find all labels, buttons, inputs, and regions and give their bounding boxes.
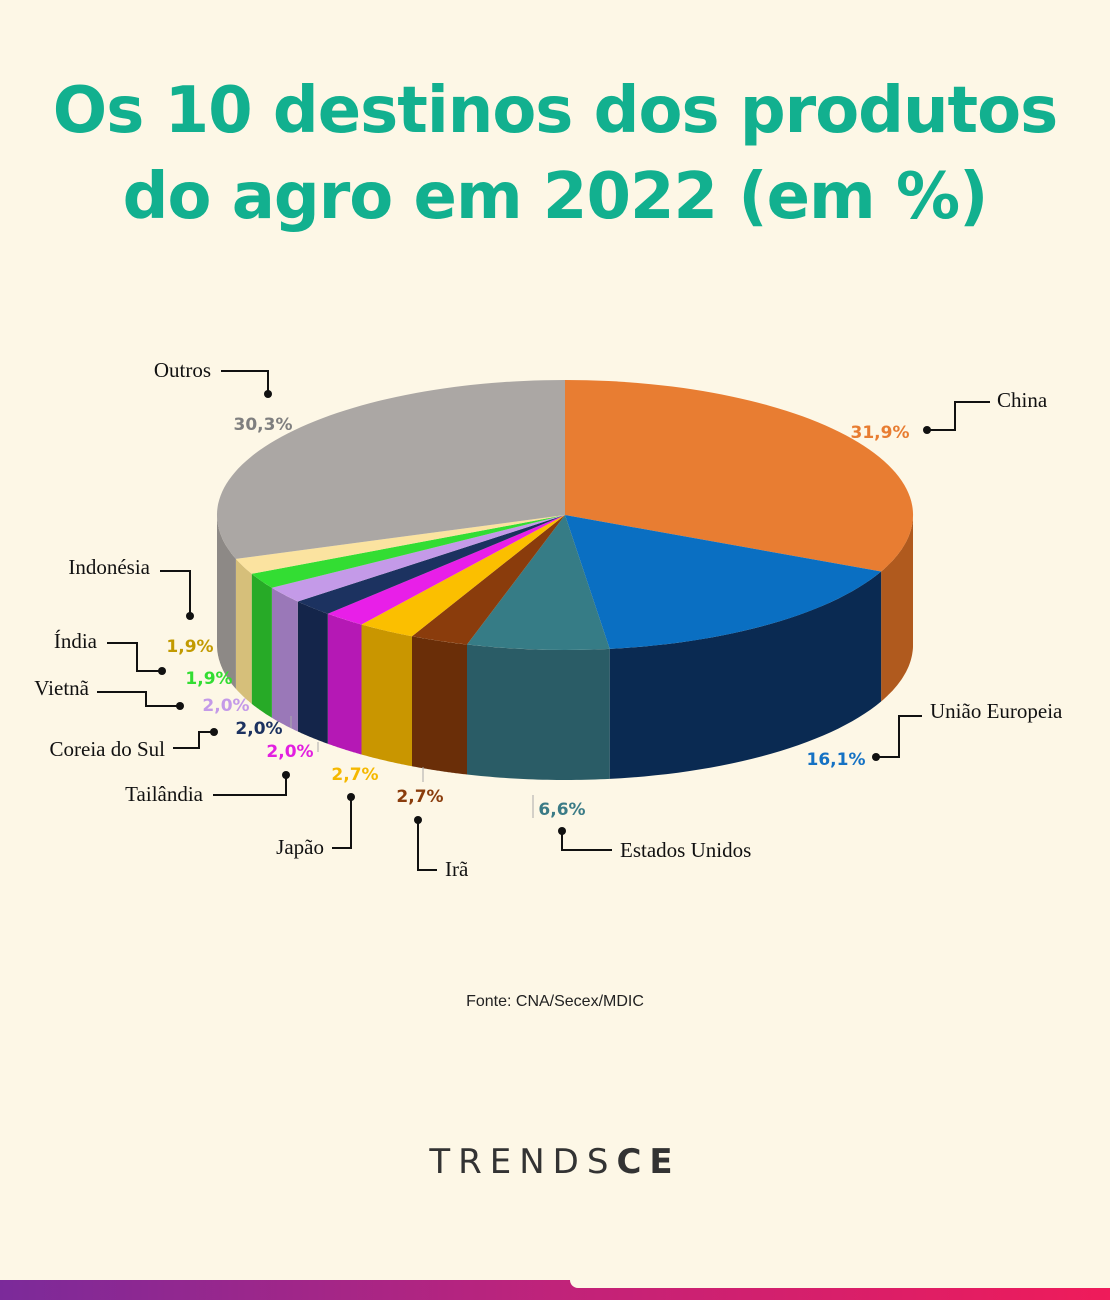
source-note: Fonte: CNA/Secex/MDIC [466,993,644,1010]
pie-side-8 [251,573,272,718]
pie-side-2 [467,644,610,780]
leader-dot-5 [282,771,290,779]
pie-labels: 31,9% China 16,1% União Europeia 6,6% Estados… [34,358,1063,881]
pie-side-3 [412,636,467,775]
bottom-gradient-bar [0,1280,1110,1300]
pie-side-10 [217,515,236,689]
value-label-4: 2,7% [331,765,378,785]
brand-logo-light: TRENDS [429,1142,617,1182]
category-label-7: Vietnã [34,676,89,700]
pie-side-0 [881,515,913,702]
leader-dot-1 [872,753,880,761]
leader-dot-8 [158,667,166,675]
pie-slice-Coreia do Sul [297,515,565,614]
category-label-8: Índia [54,629,98,653]
leader-line-10 [221,370,269,394]
chart-title-line-2: do agro em 2022 (em %) [122,160,989,234]
chart-title-line-1: Os 10 destinos dos produtos [52,74,1058,148]
leader-line-2 [561,831,612,851]
pie-sides [217,515,913,780]
leader-dot-4 [347,793,355,801]
leader-dot-0 [923,426,931,434]
pie-side-9 [235,558,252,704]
pie-slice-Tailândia [327,515,565,625]
pie-slice-Irã [412,515,565,645]
brand-logo-bold: CE [616,1142,681,1182]
value-label-7: 2,0% [202,696,249,716]
leader-dot-9 [186,612,194,620]
pie-side-6 [297,601,328,744]
category-label-10: Outros [154,358,211,382]
pie-slice-União Europeia [565,515,882,649]
category-label-0: China [997,388,1048,412]
brand-logo: TRENDSCE [0,1142,1110,1182]
pie-slice-Estados Unidos [467,515,610,651]
leader-dot-7 [176,702,184,710]
leader-line-6 [173,731,214,749]
value-label-10: 30,3% [234,415,293,435]
pie-side-5 [327,613,362,755]
value-label-6: 2,0% [235,719,282,739]
pie-slice-Japão [361,515,565,637]
pie-side-4 [361,624,412,767]
leader-line-8 [107,642,162,672]
value-label-0: 31,9% [851,423,910,443]
value-label-9: 1,9% [166,637,213,657]
value-label-5: 2,0% [266,742,313,762]
value-label-1: 16,1% [807,750,866,770]
leader-line-5 [213,775,287,796]
category-label-1: União Europeia [930,699,1063,723]
category-label-4: Japão [276,835,324,859]
pie-slice-Indonésia [235,515,565,574]
category-label-9: Indonésia [68,555,150,579]
leader-line-7 [97,691,180,707]
pie-side-1 [609,571,882,779]
pie-top [216,380,914,651]
leader-line-1 [876,715,922,758]
leader-line-4 [332,797,352,849]
chart-title: Os 10 destinos dos produtos do agro em 2… [0,68,1110,240]
leader-line-9 [160,570,191,616]
category-label-5: Tailândia [125,782,204,806]
leader-line-0 [927,401,990,431]
pie-slice-China [565,380,914,572]
leader-dot-2 [558,827,566,835]
category-label-2: Estados Unidos [620,838,751,862]
leader-line-3 [417,820,437,871]
value-label-8: 1,9% [185,669,232,689]
pie-side-7 [271,587,298,732]
leader-dot-10 [264,390,272,398]
pie-slice-Outros [216,380,566,559]
pie-slice-Índia [251,515,565,588]
leader-dot-6 [210,728,218,736]
value-label-2: 6,6% [538,800,585,820]
value-label-3: 2,7% [396,787,443,807]
leader-dot-3 [414,816,422,824]
category-label-6: Coreia do Sul [50,737,166,761]
pie-slice-Vietnã [271,515,565,602]
category-label-3: Irã [445,857,469,881]
